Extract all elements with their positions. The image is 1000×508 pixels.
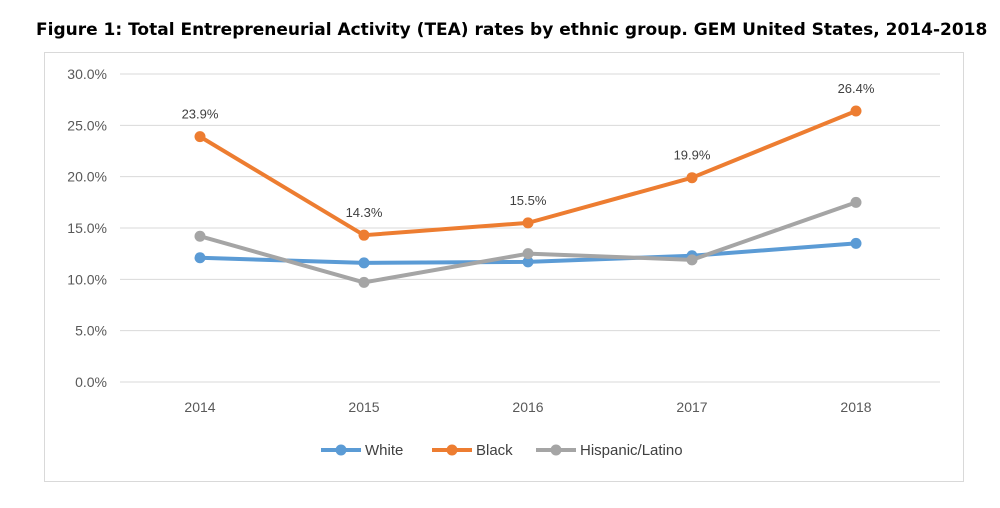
point-white-2018 [850, 237, 862, 249]
legend-marker-hispanic-latino [550, 444, 562, 456]
point-white-2015 [358, 257, 370, 269]
y-tick-label-0: 0.0% [75, 374, 107, 390]
chart-frame: 0.0% 5.0% 10.0% 15.0% 20.0% 25.0% 30.0% 2014 201… [44, 52, 964, 482]
y-tick-label-4: 20.0% [67, 169, 107, 185]
y-tick-label-2: 10.0% [67, 271, 107, 287]
x-tick-label-2014: 2014 [184, 399, 215, 415]
data-label-black-2015: 14.3% [346, 205, 383, 220]
series-line-black [198, 108, 858, 238]
legend-marker-white [335, 444, 347, 456]
point-hispanic-latino-2018 [850, 196, 862, 208]
x-tick-label-2016: 2016 [512, 399, 543, 415]
data-label-black-2017: 19.9% [674, 148, 711, 163]
line-chart: 0.0% 5.0% 10.0% 15.0% 20.0% 25.0% 30.0% 2014 201… [67, 66, 940, 459]
data-label-black-2014: 23.9% [182, 107, 219, 122]
legend-label-black: Black [476, 442, 513, 459]
point-black-2014 [194, 131, 206, 143]
point-hispanic-latino-2015 [358, 276, 370, 288]
figure-title: Figure 1: Total Entrepreneurial Activity… [36, 20, 988, 40]
point-hispanic-latino-2016 [522, 248, 534, 260]
x-tick-label-2018: 2018 [840, 399, 871, 415]
point-black-2017 [686, 172, 698, 184]
point-hispanic-latino-2014 [194, 230, 206, 242]
legend-label-white: White [365, 442, 403, 459]
x-tick-label-2017: 2017 [676, 399, 707, 415]
point-black-2015 [358, 229, 370, 241]
data-label-black-2016: 15.5% [510, 193, 547, 208]
point-black-2018 [850, 105, 862, 117]
y-tick-label-5: 25.0% [67, 117, 107, 133]
legend-label-hispanic-latino: Hispanic/Latino [580, 442, 683, 459]
y-tick-label-3: 15.0% [67, 220, 107, 236]
x-tick-label-2015: 2015 [348, 399, 379, 415]
legend-marker-black [446, 444, 458, 456]
y-tick-label-1: 5.0% [75, 323, 107, 339]
point-white-2016 [522, 256, 534, 268]
point-hispanic-latino-2017 [686, 254, 698, 266]
data-label-black-2018: 26.4% [838, 81, 875, 96]
y-tick-label-6: 30.0% [67, 66, 107, 82]
series-line-hispanic-latino [198, 200, 858, 285]
point-black-2016 [522, 217, 534, 229]
point-white-2014 [194, 252, 206, 264]
